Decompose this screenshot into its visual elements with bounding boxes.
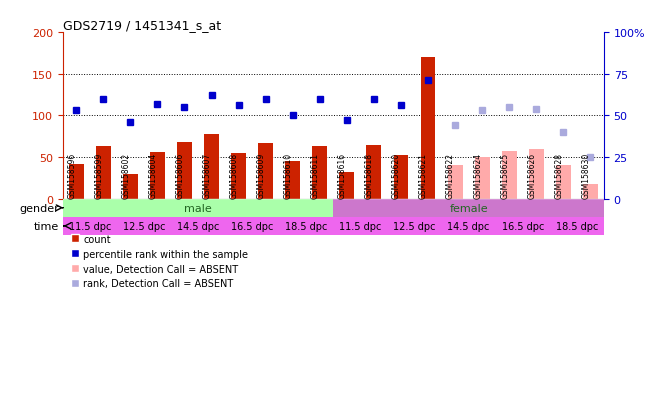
Bar bbox=[496, 217, 550, 235]
Text: GSM158618: GSM158618 bbox=[365, 152, 374, 198]
Bar bbox=[420, 58, 436, 199]
Text: 18.5 dpc: 18.5 dpc bbox=[556, 221, 598, 231]
Bar bbox=[177, 142, 192, 199]
Bar bbox=[63, 217, 117, 235]
Text: GSM158620: GSM158620 bbox=[392, 152, 401, 198]
Bar bbox=[387, 217, 442, 235]
Text: GSM158609: GSM158609 bbox=[257, 152, 265, 198]
Bar bbox=[225, 217, 279, 235]
Bar bbox=[63, 199, 333, 217]
Bar bbox=[96, 147, 111, 199]
Text: male: male bbox=[184, 203, 212, 213]
Text: GSM158624: GSM158624 bbox=[473, 152, 482, 198]
Bar bbox=[258, 143, 273, 199]
Text: GSM158621: GSM158621 bbox=[419, 152, 428, 198]
Bar bbox=[550, 217, 604, 235]
Text: GSM158625: GSM158625 bbox=[500, 152, 509, 198]
Text: 14.5 dpc: 14.5 dpc bbox=[177, 221, 219, 231]
Bar bbox=[393, 155, 409, 199]
Text: gender: gender bbox=[20, 203, 59, 213]
Bar bbox=[442, 217, 496, 235]
Text: GSM158607: GSM158607 bbox=[203, 152, 211, 198]
Text: GSM158630: GSM158630 bbox=[581, 152, 590, 198]
Text: 11.5 dpc: 11.5 dpc bbox=[69, 221, 111, 231]
Bar bbox=[279, 217, 333, 235]
Text: female: female bbox=[449, 203, 488, 213]
Text: GSM158599: GSM158599 bbox=[94, 152, 103, 198]
Text: GSM158604: GSM158604 bbox=[148, 152, 157, 198]
Text: GSM158622: GSM158622 bbox=[446, 152, 455, 198]
Bar bbox=[339, 173, 354, 199]
Text: 16.5 dpc: 16.5 dpc bbox=[502, 221, 544, 231]
Text: GSM158602: GSM158602 bbox=[121, 152, 130, 198]
Bar bbox=[556, 166, 571, 199]
Text: GSM158596: GSM158596 bbox=[67, 152, 77, 198]
Text: time: time bbox=[34, 221, 59, 231]
Bar bbox=[231, 154, 246, 199]
Bar bbox=[312, 147, 327, 199]
Text: 16.5 dpc: 16.5 dpc bbox=[231, 221, 273, 231]
Text: GSM158616: GSM158616 bbox=[338, 152, 347, 198]
Bar bbox=[333, 199, 604, 217]
Bar bbox=[117, 217, 171, 235]
Bar bbox=[447, 166, 463, 199]
Text: 11.5 dpc: 11.5 dpc bbox=[339, 221, 381, 231]
Bar bbox=[529, 150, 544, 199]
Bar bbox=[366, 145, 381, 199]
Text: GSM158606: GSM158606 bbox=[176, 152, 184, 198]
Bar bbox=[171, 217, 225, 235]
Legend: count, percentile rank within the sample, value, Detection Call = ABSENT, rank, : count, percentile rank within the sample… bbox=[67, 230, 252, 292]
Text: GSM158610: GSM158610 bbox=[284, 152, 292, 198]
Bar bbox=[285, 162, 300, 199]
Text: 14.5 dpc: 14.5 dpc bbox=[447, 221, 490, 231]
Bar bbox=[204, 134, 219, 199]
Bar bbox=[333, 217, 387, 235]
Bar bbox=[502, 152, 517, 199]
Text: GDS2719 / 1451341_s_at: GDS2719 / 1451341_s_at bbox=[63, 19, 221, 32]
Text: GSM158611: GSM158611 bbox=[311, 152, 320, 198]
Text: 18.5 dpc: 18.5 dpc bbox=[285, 221, 327, 231]
Bar bbox=[475, 158, 490, 199]
Text: 12.5 dpc: 12.5 dpc bbox=[393, 221, 436, 231]
Text: 12.5 dpc: 12.5 dpc bbox=[123, 221, 165, 231]
Text: GSM158626: GSM158626 bbox=[527, 152, 536, 198]
Text: GSM158608: GSM158608 bbox=[230, 152, 239, 198]
Bar bbox=[583, 184, 598, 199]
Bar bbox=[123, 174, 138, 199]
Bar bbox=[150, 153, 165, 199]
Bar bbox=[69, 164, 84, 199]
Text: GSM158628: GSM158628 bbox=[554, 152, 563, 198]
